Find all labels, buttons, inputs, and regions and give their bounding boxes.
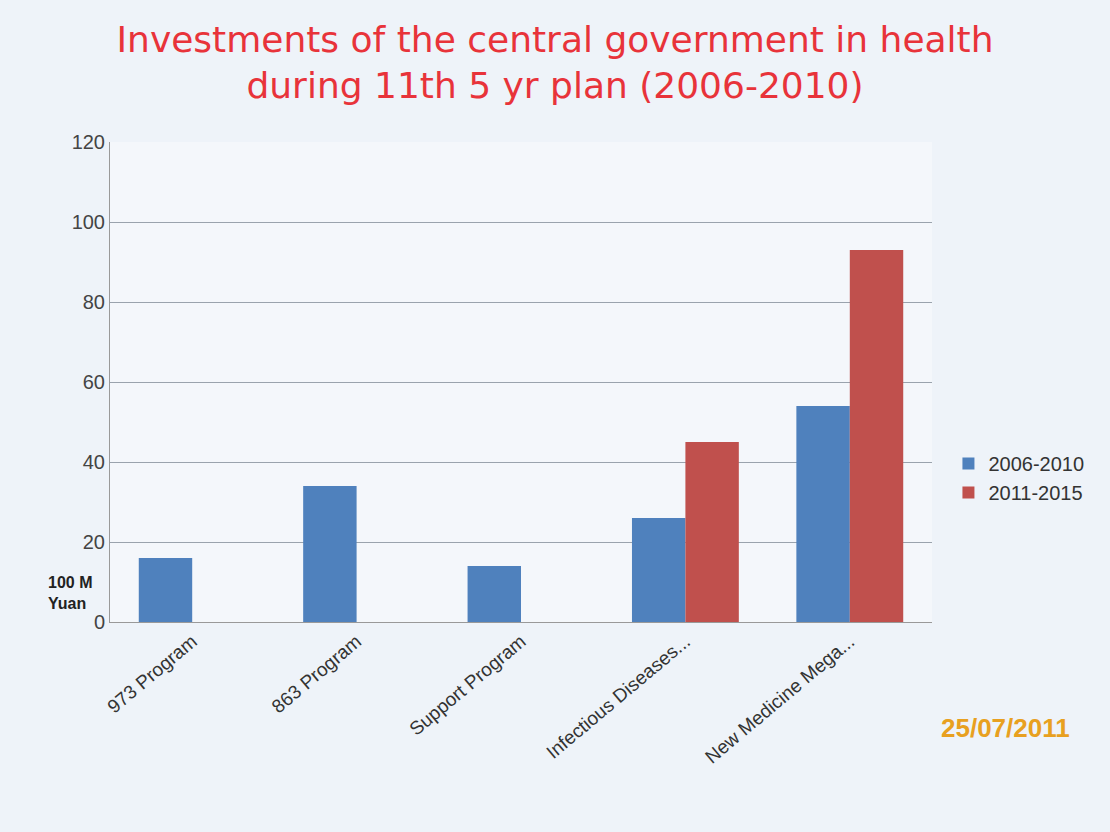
svg-text:40: 40 (83, 451, 105, 473)
svg-text:New Medicine Mega...: New Medicine Mega... (701, 631, 858, 768)
svg-text:120: 120 (72, 131, 105, 153)
svg-text:863 Program: 863 Program (268, 631, 366, 718)
svg-text:80: 80 (83, 291, 105, 313)
svg-text:Support Program: Support Program (405, 631, 529, 740)
svg-text:100: 100 (72, 211, 105, 233)
svg-text:0: 0 (94, 611, 105, 633)
svg-text:60: 60 (83, 371, 105, 393)
svg-text:25/07/2011: 25/07/2011 (941, 713, 1070, 743)
svg-text:2006-2010: 2006-2010 (988, 453, 1084, 475)
svg-text:100 MYuan: 100 MYuan (48, 574, 92, 612)
svg-text:Infectious Diseases...: Infectious Diseases... (542, 631, 694, 763)
svg-text:20: 20 (83, 531, 105, 553)
svg-text:973 Program: 973 Program (103, 631, 201, 718)
svg-text:2011-2015: 2011-2015 (988, 482, 1082, 504)
svg-text:Investments of the central gov: Investments of the central government in… (116, 19, 993, 107)
